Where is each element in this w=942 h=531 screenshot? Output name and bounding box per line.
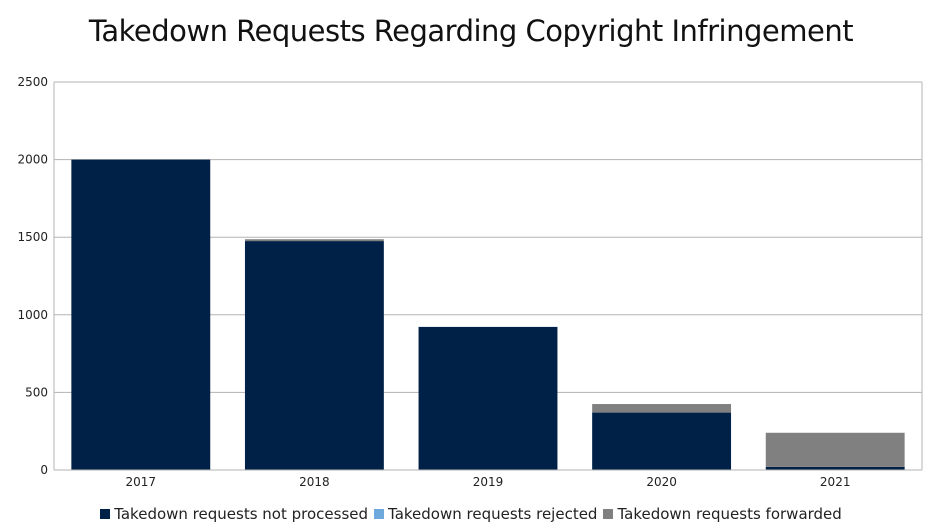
bar-2017-series-0 <box>71 159 211 470</box>
y-tick-label: 2500 <box>17 75 48 89</box>
bar-2018-series-0 <box>244 241 384 470</box>
bar-2021-series-2 <box>765 432 905 467</box>
y-tick-label: 1000 <box>17 308 48 322</box>
legend-item: Takedown requests forwarded <box>603 505 842 523</box>
legend-label: Takedown requests rejected <box>388 505 598 523</box>
bar-2018-series-2 <box>244 239 384 242</box>
legend-label: Takedown requests not processed <box>114 505 369 523</box>
legend-label: Takedown requests forwarded <box>617 505 842 523</box>
bar-2019-series-0 <box>418 326 558 470</box>
legend: Takedown requests not processed Takedown … <box>0 505 942 523</box>
bar-2020-series-0 <box>592 412 732 470</box>
x-tick-label: 2019 <box>473 475 504 489</box>
y-tick-label: 0 <box>40 463 48 477</box>
x-tick-label: 2018 <box>299 475 330 489</box>
legend-swatch <box>374 509 385 519</box>
x-tick-label: 2017 <box>126 475 157 489</box>
y-tick-label: 2000 <box>17 153 48 167</box>
x-tick-label: 2021 <box>820 475 851 489</box>
legend-item: Takedown requests not processed <box>100 505 368 523</box>
chart-title: Takedown Requests Regarding Copyright In… <box>88 14 854 48</box>
x-tick-label: 2020 <box>646 475 677 489</box>
legend-swatch <box>603 509 614 519</box>
bar-2021-series-0 <box>765 466 905 470</box>
y-tick-label: 1500 <box>17 230 48 244</box>
y-tick-label: 500 <box>25 385 48 399</box>
legend-item: Takedown requests rejected <box>374 505 597 523</box>
bar-2020-series-2 <box>592 404 732 413</box>
legend-swatch <box>100 509 111 519</box>
